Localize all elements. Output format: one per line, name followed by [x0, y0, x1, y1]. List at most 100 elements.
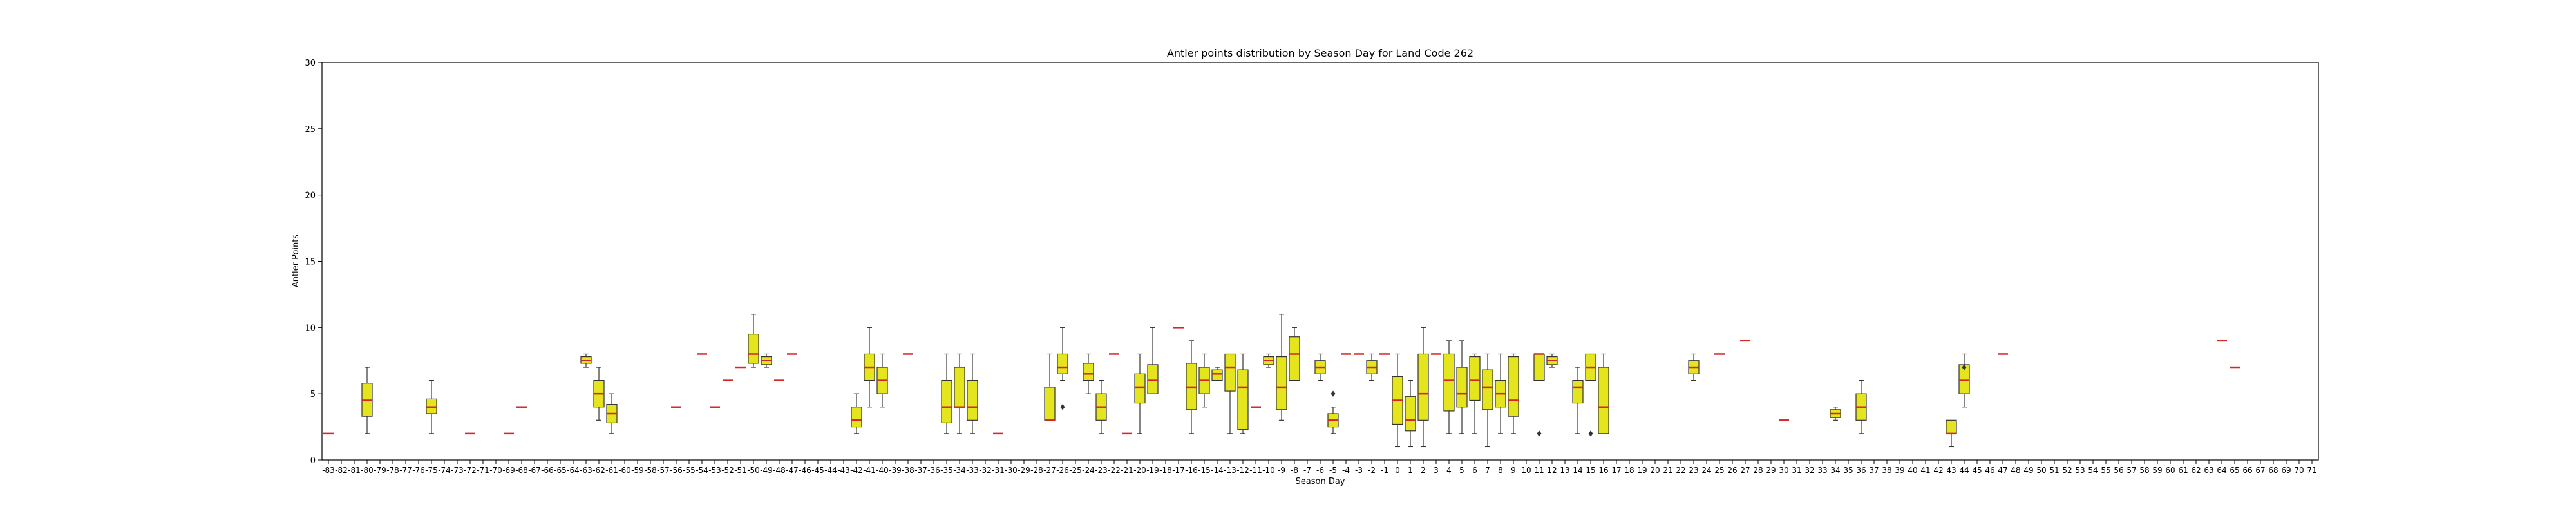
- x-tick-label: 43: [1946, 466, 1956, 475]
- x-tick-label: 37: [1869, 466, 1879, 475]
- x-tick-label: 42: [1933, 466, 1943, 475]
- x-tick-label: -51: [734, 466, 747, 475]
- x-tick-label: 58: [2139, 466, 2149, 475]
- box-iqr: [941, 379, 952, 424]
- box-group-day--50: [748, 314, 759, 368]
- x-tick-label: -47: [786, 466, 799, 475]
- box-iqr: [851, 407, 862, 428]
- box-iqr: [1057, 353, 1068, 374]
- box-iqr: [1598, 367, 1609, 434]
- x-tick-label: 17: [1611, 466, 1621, 475]
- x-tick-label: 15: [1586, 466, 1595, 475]
- box-group-day-2: [1417, 327, 1429, 448]
- box-group-day-14: [1572, 367, 1584, 434]
- x-tick-label: -25: [1069, 466, 1082, 475]
- x-tick-label: 11: [1534, 466, 1544, 475]
- box-group-day--16: [1186, 340, 1197, 434]
- box-iqr: [1405, 396, 1416, 432]
- box-group-day--61: [606, 393, 618, 434]
- box-group-day--35: [941, 353, 952, 434]
- x-tick-label: -4: [1342, 466, 1350, 475]
- x-tick-label: -36: [927, 466, 940, 475]
- box-group-day--80: [361, 367, 373, 434]
- x-tick-label: 8: [1498, 466, 1503, 475]
- x-tick-label: 31: [1792, 466, 1801, 475]
- x-tick-label: -12: [1236, 466, 1249, 475]
- y-tick-label: 15: [305, 258, 316, 267]
- box-group-day--27: [1044, 353, 1056, 421]
- x-tick-label: -3: [1355, 466, 1363, 475]
- box-group-day--42: [851, 393, 862, 434]
- x-tick-label: 50: [2036, 466, 2046, 475]
- box-iqr: [1443, 353, 1455, 412]
- x-tick-label: 44: [1959, 466, 1969, 475]
- x-tick-label: 39: [1895, 466, 1904, 475]
- x-tick-label: -11: [1249, 466, 1262, 475]
- box-marks: [323, 314, 2240, 448]
- x-tick-label: -62: [592, 466, 605, 475]
- x-tick-label: 48: [2011, 466, 2020, 475]
- outlier-point: [1962, 364, 1967, 370]
- x-tick-label: -64: [567, 466, 580, 475]
- x-tick-label: 9: [1511, 466, 1516, 475]
- x-tick-label: 5: [1459, 466, 1464, 475]
- x-axis-label: Season Day: [1296, 477, 1345, 486]
- x-tick-label: -73: [451, 466, 464, 475]
- x-tick-label: -2: [1368, 466, 1376, 475]
- box-group-day--24: [1083, 353, 1094, 394]
- box-group-day-12: [1546, 353, 1558, 368]
- x-tick-label: -7: [1303, 466, 1311, 475]
- x-tick-label: 12: [1547, 466, 1557, 475]
- x-tick-label: -24: [1082, 466, 1095, 475]
- box-iqr: [967, 379, 978, 421]
- x-tick-label: 62: [2191, 466, 2201, 475]
- x-tick-label: -13: [1224, 466, 1236, 475]
- x-tick-label: 6: [1472, 466, 1477, 475]
- y-tick-label: 25: [305, 125, 316, 135]
- box-iqr: [1289, 336, 1300, 381]
- x-tick-label: 20: [1650, 466, 1660, 475]
- x-tick-label: -54: [696, 466, 708, 475]
- x-tick-label: 34: [1830, 466, 1840, 475]
- x-tick-label: 55: [2101, 466, 2110, 475]
- x-tick-label: 4: [1446, 466, 1452, 475]
- box-group-day-5: [1456, 340, 1468, 434]
- x-tick-label: 19: [1637, 466, 1647, 475]
- box-iqr: [1134, 373, 1146, 404]
- x-tick-label: -57: [657, 466, 670, 475]
- x-tick-label: -56: [670, 466, 683, 475]
- x-tick-label: -16: [1185, 466, 1198, 475]
- x-tick-label: -40: [876, 466, 889, 475]
- x-tick-label: -20: [1133, 466, 1146, 475]
- x-tick-label: 60: [2165, 466, 2175, 475]
- x-tick-label: -34: [953, 466, 966, 475]
- box-iqr: [1044, 387, 1056, 421]
- box-group-day--8: [1289, 327, 1300, 381]
- box-group-day--34: [954, 353, 965, 434]
- box-iqr: [1533, 353, 1545, 381]
- x-tick-label: -82: [335, 466, 348, 475]
- x-tick-label: 70: [2294, 466, 2304, 475]
- box-group-day-15: [1585, 353, 1596, 437]
- x-tick-label: 63: [2204, 466, 2213, 475]
- x-tick-label: 49: [2023, 466, 2033, 475]
- x-tick-label: 29: [1766, 466, 1776, 475]
- x-tick-label: -39: [889, 466, 902, 475]
- x-tick-label: -33: [966, 466, 979, 475]
- box-iqr: [954, 367, 965, 408]
- x-tick-label: -35: [940, 466, 953, 475]
- x-tick-label: 32: [1804, 466, 1814, 475]
- x-tick-label: 45: [1972, 466, 1982, 475]
- x-tick-label: -69: [502, 466, 515, 475]
- box-group-day--41: [864, 327, 875, 408]
- box-iqr: [1147, 364, 1159, 394]
- x-tick-label: 3: [1434, 466, 1439, 475]
- x-tick-label: 21: [1663, 466, 1672, 475]
- x-tick-label: 59: [2152, 466, 2162, 475]
- box-group-day--40: [876, 353, 888, 408]
- x-tick-label: -21: [1121, 466, 1133, 475]
- x-tick-label: -75: [425, 466, 438, 475]
- box-group-day-8: [1495, 353, 1506, 434]
